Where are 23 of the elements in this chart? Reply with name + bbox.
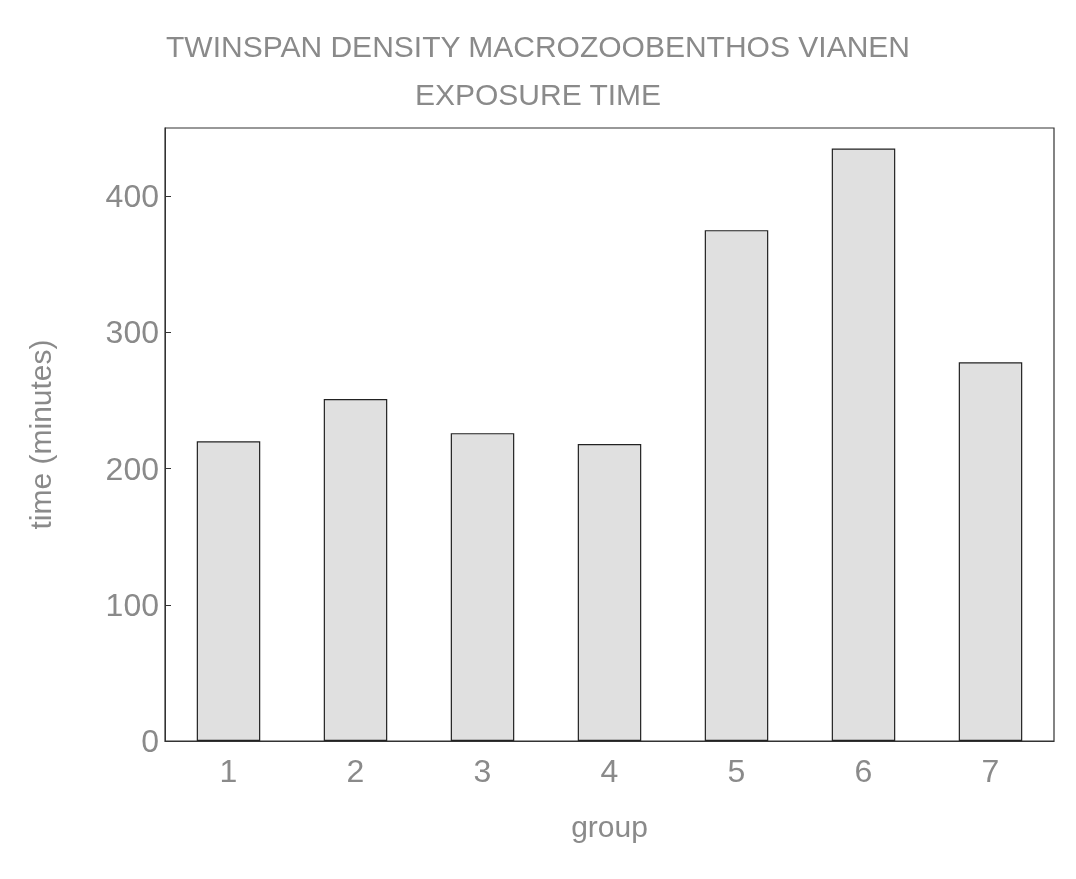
y-axis-title: time (minutes) xyxy=(23,339,57,530)
y-tick-label: 0 xyxy=(141,723,159,759)
bar xyxy=(450,433,515,741)
x-tick-label: 1 xyxy=(219,753,238,789)
x-tick-label: 3 xyxy=(473,753,492,789)
bar xyxy=(577,444,642,741)
y-tick-label: 100 xyxy=(105,586,159,623)
x-tick-label: 4 xyxy=(600,753,619,789)
y-tick-label: 400 xyxy=(105,178,159,215)
x-tick-label: 2 xyxy=(346,753,365,789)
y-tick-label: 300 xyxy=(105,314,159,351)
y-tick-label: 200 xyxy=(105,450,159,487)
bar xyxy=(196,441,261,741)
x-tick-label: 5 xyxy=(727,753,746,789)
x-tick-label: 7 xyxy=(981,753,1000,789)
bar xyxy=(323,399,388,741)
chart-subtitle: EXPOSURE TIME xyxy=(414,77,662,111)
bar xyxy=(704,230,769,741)
x-axis-title: group xyxy=(571,809,648,843)
x-tick-label: 6 xyxy=(854,753,873,789)
bar xyxy=(831,148,896,741)
chart-title: TWINSPAN DENSITY MACROZOOBENTHOS VIANEN xyxy=(166,29,910,63)
bar xyxy=(958,362,1023,741)
